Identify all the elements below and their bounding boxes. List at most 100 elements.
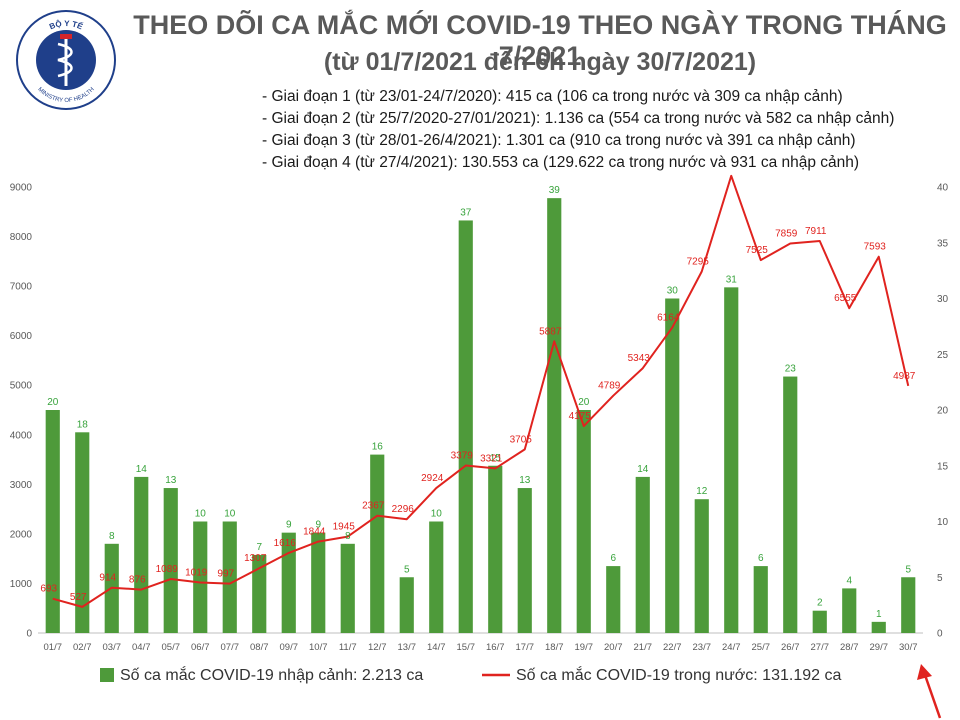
line-value-label: 6164 bbox=[657, 313, 680, 324]
bar bbox=[75, 432, 90, 633]
chart-legend: Số ca mắc COVID-19 nhập cảnh: 2.213 ca Số… bbox=[100, 665, 841, 684]
x-axis-tick-label: 03/7 bbox=[103, 642, 122, 653]
line-value-label: 1307 bbox=[244, 553, 267, 564]
bar-value-label: 8 bbox=[109, 531, 115, 542]
line-value-label: 1019 bbox=[185, 568, 208, 579]
bar-value-label: 13 bbox=[519, 475, 531, 486]
line-value-label: 7295 bbox=[687, 256, 710, 267]
bar-value-label: 14 bbox=[136, 464, 148, 475]
line-value-label: 7593 bbox=[864, 242, 887, 253]
x-axis-tick-label: 10/7 bbox=[309, 642, 328, 653]
bar-value-label: 14 bbox=[637, 464, 649, 475]
x-axis-tick-label: 30/7 bbox=[899, 642, 918, 653]
bar-series bbox=[45, 198, 916, 633]
bar bbox=[517, 488, 532, 633]
bar bbox=[576, 410, 591, 633]
bar bbox=[311, 532, 326, 633]
right-axis-tick-label: 0 bbox=[937, 629, 943, 640]
line-value-label: 1089 bbox=[156, 564, 179, 575]
chart-axes: 0 1000 2000 3000 4000 5000 6000 7000 8000 9000 0 5 1… bbox=[10, 183, 949, 654]
bar-value-label: 20 bbox=[47, 397, 59, 408]
bar bbox=[252, 554, 267, 633]
left-axis-tick-label: 7000 bbox=[10, 282, 33, 293]
line-value-label: 6555 bbox=[834, 293, 857, 304]
right-axis-tick-label: 20 bbox=[937, 406, 949, 417]
left-axis-tick-label: 8000 bbox=[10, 232, 33, 243]
line-value-label: 4987 bbox=[893, 371, 916, 382]
x-axis-tick-label: 07/7 bbox=[221, 642, 240, 653]
line-path bbox=[52, 174, 910, 608]
bar-value-label: 18 bbox=[77, 419, 89, 430]
x-axis-tick-label: 25/7 bbox=[752, 642, 771, 653]
bar bbox=[370, 454, 385, 633]
right-axis-tick-label: 35 bbox=[937, 238, 949, 249]
bar bbox=[694, 499, 709, 633]
x-axis-tick-label: 28/7 bbox=[840, 642, 859, 653]
x-axis-tick-label: 11/7 bbox=[339, 642, 357, 653]
x-axis-tick-label: 04/7 bbox=[132, 642, 151, 653]
bar-value-label: 12 bbox=[696, 486, 708, 497]
red-arrow-icon bbox=[917, 664, 942, 719]
bar bbox=[458, 220, 473, 633]
bar bbox=[842, 588, 857, 633]
line-value-label: 1844 bbox=[303, 527, 326, 538]
right-axis-tick-label: 40 bbox=[937, 183, 949, 194]
bar bbox=[812, 610, 827, 633]
left-axis-tick-label: 2000 bbox=[10, 529, 33, 540]
bar bbox=[753, 566, 768, 633]
line-value-label: 914 bbox=[99, 573, 116, 584]
bar-value-label: 10 bbox=[431, 509, 443, 520]
bar bbox=[163, 488, 178, 633]
line-value-label: 876 bbox=[129, 575, 146, 586]
x-axis-tick-label: 14/7 bbox=[427, 642, 446, 653]
legend-bar-label: Số ca mắc COVID-19 nhập cảnh: 2.213 ca bbox=[120, 665, 423, 684]
right-axis-tick-label: 10 bbox=[937, 517, 949, 528]
line-value-label: 5887 bbox=[539, 326, 562, 337]
bar bbox=[222, 521, 237, 633]
svg-text:BỘ Y TẾ: BỘ Y TẾ bbox=[48, 19, 85, 32]
line-value-label: 9225 bbox=[716, 170, 739, 172]
line-value-label: 997 bbox=[217, 569, 234, 580]
x-axis-tick-label: 02/7 bbox=[73, 642, 92, 653]
left-axis-tick-label: 4000 bbox=[10, 430, 33, 441]
bar-value-label: 8 bbox=[345, 531, 351, 542]
line-value-label: 2924 bbox=[421, 473, 444, 484]
x-axis-tick-label: 20/7 bbox=[604, 642, 623, 653]
bar-value-label: 23 bbox=[785, 364, 797, 375]
x-axis-tick-label: 08/7 bbox=[250, 642, 269, 653]
bar-value-label: 2 bbox=[817, 598, 823, 609]
bar-value-label: 10 bbox=[195, 509, 207, 520]
line-value-label: 693 bbox=[40, 584, 57, 595]
legend-bar-swatch bbox=[100, 668, 114, 682]
x-axis-tick-label: 06/7 bbox=[191, 642, 210, 653]
line-value-label: 2296 bbox=[392, 504, 415, 515]
bar bbox=[399, 577, 414, 633]
bar-value-label: 9 bbox=[315, 520, 321, 531]
x-axis-tick-label: 23/7 bbox=[693, 642, 712, 653]
line-value-label: 3379 bbox=[451, 451, 474, 462]
bar-value-label: 6 bbox=[610, 553, 616, 564]
bar-value-label: 13 bbox=[165, 475, 177, 486]
x-axis-tick-label: 26/7 bbox=[781, 642, 800, 653]
line-value-label: 7859 bbox=[775, 229, 798, 240]
left-axis-tick-label: 3000 bbox=[10, 480, 33, 491]
phase-summary-item: - Giai đoạn 2 (từ 25/7/2020-27/01/2021):… bbox=[262, 110, 895, 127]
line-value-label: 1945 bbox=[333, 522, 356, 533]
x-axis-tick-label: 12/7 bbox=[368, 642, 387, 653]
bar bbox=[783, 376, 798, 633]
bar-value-label: 10 bbox=[224, 509, 236, 520]
phase-summary-list: - Giai đoạn 1 (từ 23/01-24/7/2020): 415 … bbox=[262, 86, 894, 174]
bar-value-label: 4 bbox=[846, 575, 852, 586]
right-axis-tick-label: 5 bbox=[937, 573, 943, 584]
bar bbox=[281, 532, 296, 633]
x-axis-tick-label: 19/7 bbox=[575, 642, 594, 653]
line-value-label: 7525 bbox=[746, 245, 769, 256]
bar bbox=[193, 521, 208, 633]
bar bbox=[134, 476, 149, 633]
line-value-label: 2367 bbox=[362, 501, 385, 512]
bar-value-label: 9 bbox=[286, 520, 292, 531]
x-axis-tick-label: 01/7 bbox=[44, 642, 63, 653]
left-axis-tick-label: 6000 bbox=[10, 331, 33, 342]
bar-value-label: 5 bbox=[404, 564, 410, 575]
